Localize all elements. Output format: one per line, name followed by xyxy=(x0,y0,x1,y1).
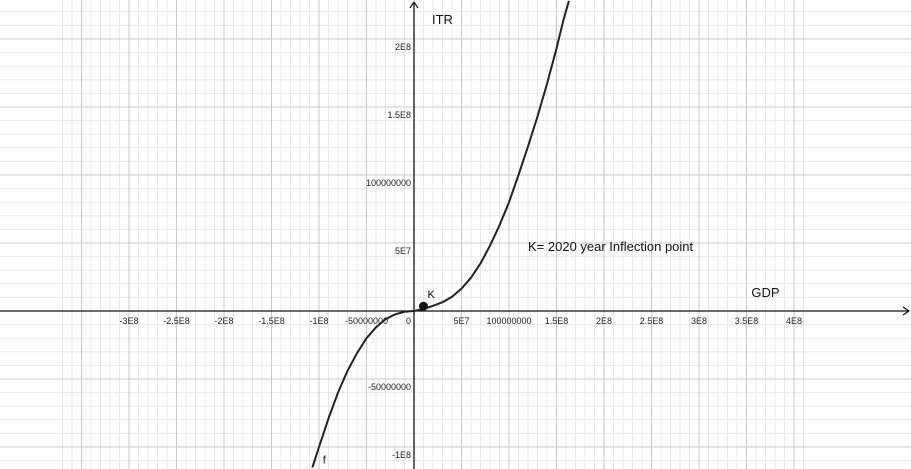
y-tick-label: 2E8 xyxy=(395,42,411,52)
x-tick-label: -1.5E8 xyxy=(258,316,285,326)
x-axis-arrow xyxy=(902,306,910,312)
x-tick-label: 2E8 xyxy=(596,316,612,326)
point-label-k: K xyxy=(428,289,436,301)
y-axis-label: ITR xyxy=(432,12,453,27)
x-tick-label: -3E8 xyxy=(119,316,138,326)
x-axis-arrow xyxy=(902,310,910,316)
x-axis-label: GDP xyxy=(751,285,779,300)
x-tick-label: 5E7 xyxy=(453,316,469,326)
x-tick-label: -2.5E8 xyxy=(163,316,190,326)
y-tick-label: -50000000 xyxy=(368,382,411,392)
x-tick-label: -50000000 xyxy=(345,316,388,326)
y-axis-arrow xyxy=(409,1,415,9)
y-axis-arrow xyxy=(413,1,419,9)
series-group xyxy=(311,0,570,468)
x-tick-label: 0 xyxy=(406,316,411,326)
x-tick-label: 3.5E8 xyxy=(735,316,759,326)
points-group: K xyxy=(419,289,436,311)
x-tick-label: 4E8 xyxy=(786,316,802,326)
point-k xyxy=(419,301,428,311)
series-curve-f xyxy=(311,0,570,468)
y-tick-label: 100000000 xyxy=(366,178,411,188)
y-tick-labels: 2E8 1.5E8 100000000 5E7 -50000000 -1E8 xyxy=(366,42,411,460)
y-tick-label: -1E8 xyxy=(392,450,411,460)
x-tick-labels: -3E8 -2.5E8 -2E8 -1.5E8 -1E8 -50000000 0 5E7 100… xyxy=(119,316,802,326)
x-tick-label: 2.5E8 xyxy=(640,316,664,326)
inflection-annotation: K= 2020 year Inflection point xyxy=(528,239,694,254)
x-tick-label: -1E8 xyxy=(309,316,328,326)
x-tick-label: -2E8 xyxy=(214,316,233,326)
function-label: f xyxy=(323,454,327,466)
x-tick-label: 1.5E8 xyxy=(545,316,569,326)
y-tick-label: 5E7 xyxy=(395,246,411,256)
y-tick-label: 1.5E8 xyxy=(387,110,411,120)
x-tick-label: 100000000 xyxy=(486,316,531,326)
x-tick-label: 3E8 xyxy=(691,316,707,326)
